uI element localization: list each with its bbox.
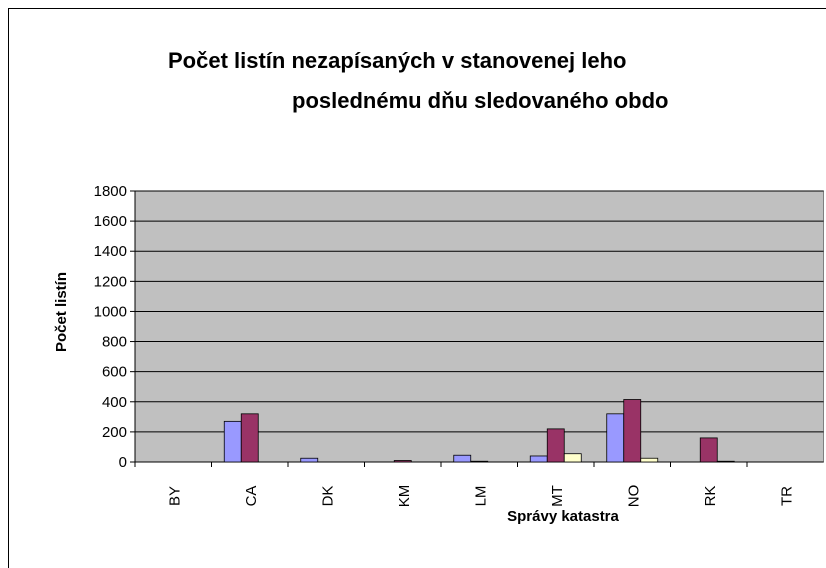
y-tick-label: 800 [102, 334, 127, 351]
bar [640, 457, 659, 463]
y-tick-label: 1400 [94, 243, 127, 260]
y-tick-label: 200 [102, 424, 127, 441]
bar [470, 460, 489, 463]
bar [453, 454, 472, 463]
x-tick-label: BY [166, 486, 183, 506]
bar [563, 453, 582, 463]
x-tick-label: MT [549, 485, 566, 507]
bar [623, 399, 642, 463]
x-axis-label: Správy katastra [507, 508, 619, 525]
y-axis-label: Počet listín [53, 272, 70, 352]
y-tick-label: 1600 [94, 213, 127, 230]
bar [223, 420, 242, 463]
y-tick-label: 0 [119, 454, 127, 471]
bar [300, 457, 319, 463]
y-tick-label: 600 [102, 364, 127, 381]
bar [529, 455, 548, 463]
bar [699, 437, 718, 463]
chart-title: Počet listín nezapísaných v stanovenej l… [168, 48, 626, 73]
y-tick-label: 1000 [94, 303, 127, 320]
bar [393, 460, 412, 463]
x-tick-label: NO [625, 485, 642, 508]
x-tick-label: TR [778, 486, 795, 506]
y-tick-label: 1200 [94, 273, 127, 290]
y-tick-label: 1800 [94, 183, 127, 200]
y-tick-label: 400 [102, 394, 127, 411]
x-tick-label: RK [702, 486, 719, 507]
x-tick-label: KM [396, 485, 413, 508]
bar [546, 428, 565, 463]
bar [716, 460, 735, 463]
x-tick-label: DK [319, 486, 336, 507]
x-tick-label: LM [472, 486, 489, 507]
x-tick-label: CA [243, 486, 260, 507]
bar [606, 413, 625, 463]
chart-title: poslednému dňu sledovaného obdo [292, 88, 668, 113]
bar [240, 413, 259, 463]
